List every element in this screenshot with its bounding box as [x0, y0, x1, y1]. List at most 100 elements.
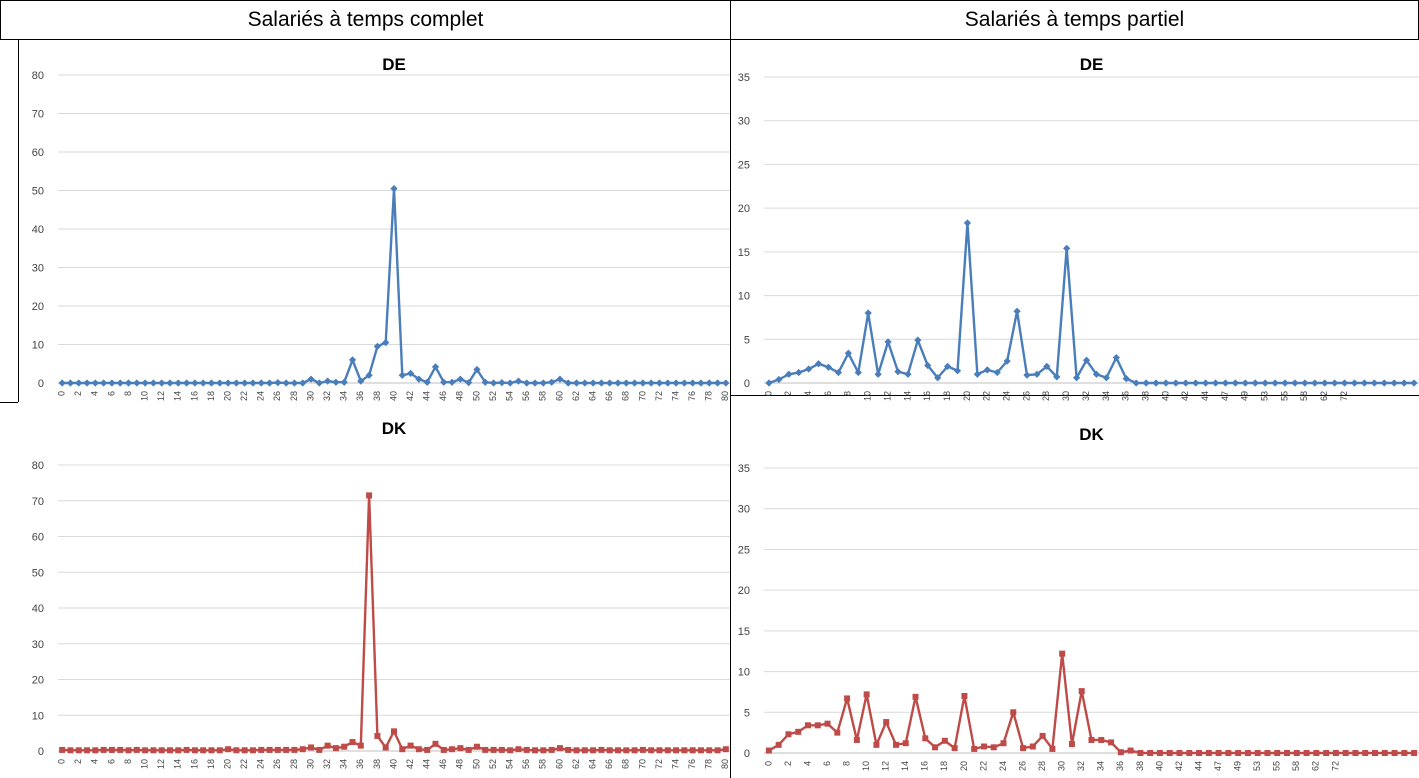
- x-tick-label: 28: [1041, 391, 1051, 401]
- data-point: [951, 745, 958, 752]
- data-point: [91, 379, 99, 387]
- data-point: [174, 379, 182, 387]
- data-point: [366, 492, 373, 499]
- x-tick-label: 10: [139, 759, 149, 769]
- x-tick-label: 12: [156, 391, 166, 401]
- data-point: [639, 379, 647, 387]
- data-point: [332, 378, 340, 386]
- data-point: [340, 378, 348, 386]
- data-point: [233, 747, 240, 754]
- data-point: [158, 747, 165, 754]
- x-tick-label: 62: [571, 391, 581, 401]
- data-point: [498, 746, 505, 753]
- data-point: [824, 363, 833, 371]
- x-tick-label: 24: [1002, 391, 1012, 401]
- data-point: [506, 379, 514, 387]
- data-point: [795, 368, 803, 377]
- y-tick-label: 10: [32, 710, 44, 722]
- data-point: [365, 371, 373, 379]
- x-tick-label: 14: [173, 759, 183, 769]
- x-tick-label: 18: [942, 391, 952, 401]
- data-point: [149, 379, 158, 387]
- x-tick-label: 28: [289, 391, 299, 401]
- data-point: [465, 378, 473, 387]
- data-point: [1271, 379, 1279, 387]
- data-point: [92, 747, 99, 754]
- y-tick-label: 30: [738, 504, 750, 516]
- x-tick-label: 4: [90, 759, 100, 764]
- data-point: [1313, 750, 1320, 756]
- y-tick-label: 0: [744, 748, 750, 760]
- data-point: [274, 378, 282, 387]
- data-point: [167, 747, 173, 754]
- data-point: [449, 746, 456, 753]
- data-point: [1182, 379, 1190, 387]
- x-tick-label: 10: [861, 761, 871, 771]
- data-point: [606, 379, 614, 387]
- x-tick-label: 20: [962, 391, 972, 401]
- data-point: [183, 746, 190, 753]
- series-line: [62, 494, 727, 752]
- x-tick-label: 14: [902, 391, 912, 401]
- data-point: [589, 379, 597, 387]
- data-point: [158, 379, 166, 387]
- data-point: [1010, 709, 1017, 716]
- y-tick-label: 25: [738, 159, 750, 171]
- data-point: [482, 746, 489, 753]
- x-tick-label: 12: [156, 759, 166, 769]
- x-tick-label: 80: [720, 391, 730, 401]
- y-tick-label: 35: [738, 463, 750, 475]
- data-point: [1411, 750, 1418, 756]
- x-tick-label: 14: [173, 391, 183, 401]
- x-tick-label: 26: [1017, 761, 1027, 771]
- x-tick-label: 8: [841, 761, 851, 766]
- data-point: [1352, 750, 1359, 756]
- x-tick-label: 38: [1135, 761, 1145, 771]
- data-point: [341, 743, 348, 750]
- x-tick-label: 8: [123, 759, 133, 764]
- x-tick-label: 4: [802, 761, 812, 766]
- data-point: [1152, 379, 1160, 387]
- data-point: [795, 728, 802, 735]
- x-tick-label: 58: [538, 391, 548, 401]
- data-point: [1078, 688, 1085, 695]
- data-point: [423, 378, 431, 386]
- data-point: [884, 338, 892, 346]
- data-point: [713, 379, 722, 387]
- data-point: [775, 375, 783, 384]
- x-tick-label: 58: [538, 759, 548, 769]
- data-point: [1059, 650, 1066, 657]
- data-point: [1274, 750, 1281, 756]
- x-tick-label: 18: [939, 761, 949, 771]
- data-point: [290, 379, 299, 387]
- data-point: [1156, 750, 1163, 756]
- chart-title: DK: [382, 419, 407, 438]
- x-tick-label: 80: [720, 759, 730, 769]
- x-tick-label: 42: [1174, 761, 1184, 771]
- x-tick-label: 24: [256, 759, 266, 769]
- data-point: [1401, 750, 1408, 756]
- data-point: [1202, 379, 1210, 387]
- data-point: [814, 360, 823, 368]
- data-point: [1205, 750, 1212, 756]
- data-point: [75, 747, 82, 754]
- data-point: [440, 746, 447, 753]
- x-tick-label: 12: [881, 761, 891, 771]
- header-part-time-label: Salariés à temps partiel: [964, 8, 1185, 31]
- data-point: [58, 379, 66, 387]
- data-point: [307, 375, 315, 383]
- x-tick-label: 66: [604, 759, 614, 769]
- data-point: [1043, 362, 1051, 371]
- x-tick-label: 60: [554, 391, 564, 401]
- chart-title: DK: [1079, 425, 1104, 444]
- data-point: [1311, 379, 1319, 387]
- data-point: [265, 379, 274, 387]
- x-tick-label: 70: [637, 391, 647, 401]
- x-tick-label: 62: [571, 759, 581, 769]
- data-point: [548, 746, 555, 753]
- x-tick-label: 32: [1076, 761, 1086, 771]
- data-point: [357, 377, 365, 385]
- data-point: [299, 379, 307, 387]
